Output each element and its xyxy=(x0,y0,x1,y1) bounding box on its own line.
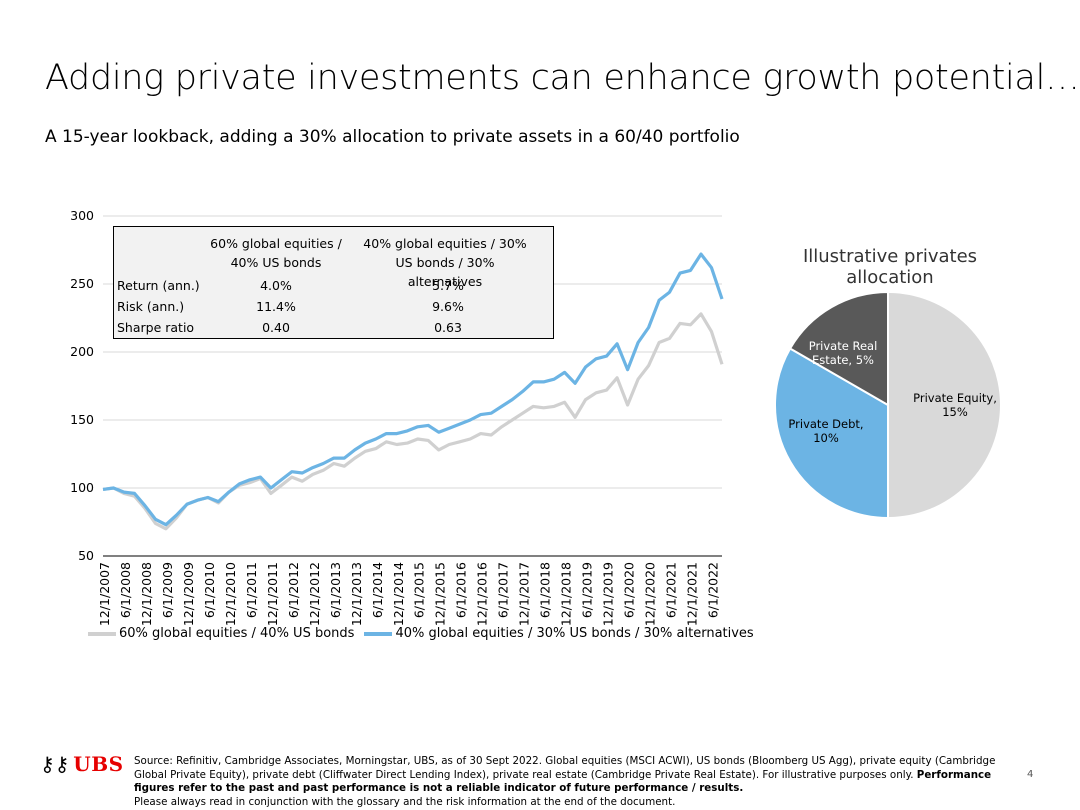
x-tick-label: 6/1/2013 xyxy=(328,562,343,618)
x-tick-label: 12/1/2018 xyxy=(559,562,574,626)
page-number: 4 xyxy=(1027,769,1034,780)
x-tick-label: 12/1/2008 xyxy=(139,562,154,626)
stats-return-alt: 5.7% xyxy=(432,278,464,293)
x-tick-label: 12/1/2019 xyxy=(601,562,616,626)
x-tick-label: 12/1/2017 xyxy=(517,562,532,626)
legend-swatch-alt xyxy=(364,631,393,636)
x-tick-label: 6/1/2022 xyxy=(706,562,721,618)
x-tick-label: 6/1/2019 xyxy=(580,562,595,618)
x-tick-label: 12/1/2015 xyxy=(433,562,448,626)
source-text: Source: Refinitiv, Cambridge Associates,… xyxy=(134,755,996,781)
footer-source: Source: Refinitiv, Cambridge Associates,… xyxy=(134,755,1014,809)
pie-slice xyxy=(887,290,1002,520)
stats-header-60-40: 60% global equities / 40% US bonds xyxy=(210,236,342,270)
page-title: Adding private investments can enhance g… xyxy=(45,58,1080,98)
x-tick-label: 12/1/2010 xyxy=(223,562,238,626)
ubs-logo: ⚷⚷ UBS xyxy=(40,752,124,776)
pie-title: Illustrative privates allocation xyxy=(802,246,978,288)
stats-sharpe-alt: 0.63 xyxy=(434,320,462,335)
pie-slice-label: Private Equity, 15% xyxy=(913,391,997,419)
x-tick-label: 12/1/2014 xyxy=(391,562,406,626)
performance-disclaimer: Performance figures refer to the past an… xyxy=(134,768,992,795)
y-tick-label: 50 xyxy=(78,548,94,563)
y-tick-label: 150 xyxy=(70,412,94,427)
stats-row-label-risk: Risk (ann.) xyxy=(117,299,185,314)
x-tick-label: 12/1/2020 xyxy=(643,562,658,626)
x-tick-label: 6/1/2010 xyxy=(202,562,217,618)
y-tick-label: 250 xyxy=(70,276,94,291)
pie-slice xyxy=(788,290,889,407)
pie-slice-label: Private Real Estate, 5% xyxy=(809,339,878,367)
x-tick-label: 12/1/2007 xyxy=(97,562,112,626)
stats-sharpe-60-40: 0.40 xyxy=(262,320,290,335)
pie-slice-label: Private Debt, 10% xyxy=(788,417,863,445)
legend-label-60-40: 60% global equities / 40% US bonds xyxy=(119,626,355,641)
stats-row-label-sharpe: Sharpe ratio xyxy=(117,320,195,335)
pie-slice xyxy=(774,347,889,520)
stats-header-40-30-30: 40% global equities / 30% US bonds / 30%… xyxy=(363,236,527,289)
x-tick-label: 6/1/2021 xyxy=(664,562,679,618)
x-tick-label: 6/1/2012 xyxy=(286,562,301,618)
y-tick-label: 300 xyxy=(70,208,94,223)
stats-return-60-40: 4.0% xyxy=(260,278,292,293)
x-tick-label: 12/1/2013 xyxy=(349,562,364,626)
x-tick-label: 6/1/2008 xyxy=(118,562,133,618)
x-tick-label: 12/1/2012 xyxy=(307,562,322,626)
stats-table: 60% global equities / 40% US bonds 40% g… xyxy=(113,226,554,339)
x-tick-label: 6/1/2009 xyxy=(160,562,175,618)
y-tick-label: 100 xyxy=(70,480,94,495)
stats-row-label-return: Return (ann.) xyxy=(117,278,200,293)
x-tick-label: 6/1/2015 xyxy=(412,562,427,618)
y-tick-label: 200 xyxy=(70,344,94,359)
ubs-wordmark: UBS xyxy=(73,752,124,776)
series-line-alternatives xyxy=(102,252,724,527)
x-tick-label: 12/1/2021 xyxy=(685,562,700,626)
chart-legend: 60% global equities / 40% US bonds 40% g… xyxy=(88,626,754,641)
x-tick-label: 6/1/2011 xyxy=(244,562,259,618)
glossary-note: Please always read in conjunction with t… xyxy=(134,795,676,808)
stats-risk-60-40: 11.4% xyxy=(256,299,296,314)
x-tick-label: 12/1/2016 xyxy=(475,562,490,626)
x-tick-label: 6/1/2016 xyxy=(454,562,469,618)
x-tick-label: 12/1/2009 xyxy=(181,562,196,626)
legend-label-alt: 40% global equities / 30% US bonds / 30%… xyxy=(395,626,754,641)
legend-swatch-60-40 xyxy=(88,631,116,636)
stats-risk-alt: 9.6% xyxy=(432,299,464,314)
x-tick-label: 6/1/2020 xyxy=(622,562,637,618)
x-tick-label: 6/1/2017 xyxy=(496,562,511,618)
x-tick-label: 6/1/2014 xyxy=(370,562,385,618)
x-tick-label: 12/1/2011 xyxy=(265,562,280,626)
page-subtitle: A 15-year lookback, adding a 30% allocat… xyxy=(45,127,740,147)
x-tick-label: 6/1/2018 xyxy=(538,562,553,618)
ubs-keys-icon: ⚷⚷ xyxy=(40,752,70,776)
